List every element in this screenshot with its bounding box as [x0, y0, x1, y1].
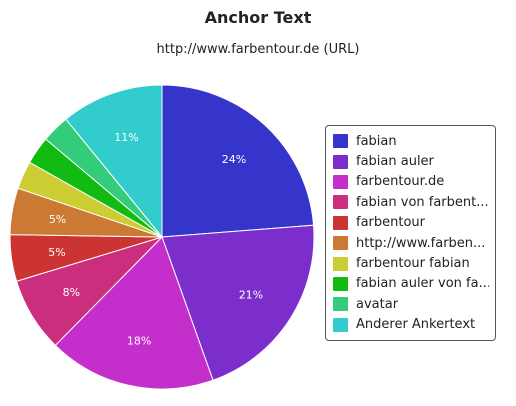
legend-item-9[interactable]: Anderer Ankertext	[333, 315, 489, 335]
slice-label-0: 24%	[222, 153, 246, 166]
legend-item-3[interactable]: fabian von farbent...	[333, 192, 489, 212]
legend-label: farbentour	[356, 215, 426, 231]
slice-label-2: 18%	[127, 334, 151, 347]
legend-label: Anderer Ankertext	[356, 317, 476, 333]
legend-item-6[interactable]: farbentour fabian	[333, 253, 489, 273]
legend-item-5[interactable]: http://www.farben...	[333, 233, 489, 253]
legend-swatch	[333, 195, 348, 210]
pie-slice-1[interactable]	[161, 224, 315, 381]
pie-slice-9[interactable]	[65, 84, 163, 239]
slice-label-1: 21%	[239, 289, 263, 302]
legend-item-8[interactable]: avatar	[333, 294, 489, 314]
legend-label: avatar	[356, 296, 399, 312]
pie-slice-0[interactable]	[161, 84, 315, 238]
slice-label-4: 5%	[48, 246, 65, 259]
legend-swatch	[333, 317, 348, 332]
slice-label-5: 5%	[49, 213, 66, 226]
legend-label: farbentour fabian	[356, 256, 470, 272]
legend-label: fabian	[356, 133, 397, 149]
legend-label: http://www.farben...	[356, 235, 486, 251]
slice-label-3: 8%	[63, 286, 80, 299]
chart-title: Anchor Text	[204, 8, 312, 27]
legend-label: farbentour.de	[356, 174, 445, 190]
legend-label: fabian von farbent...	[356, 194, 489, 210]
legend-item-2[interactable]: farbentour.de	[333, 172, 489, 192]
legend-item-7[interactable]: fabian auler von fa...	[333, 274, 489, 294]
legend-label: fabian auler von fa...	[356, 276, 489, 292]
chart-subtitle: http://www.farbentour.de (URL)	[156, 42, 360, 57]
legend-swatch	[333, 236, 348, 251]
legend: fabian fabian auler farbentour.de fabian vo…	[325, 125, 496, 341]
legend-swatch	[333, 256, 348, 271]
legend-swatch	[333, 297, 348, 312]
legend-swatch	[333, 174, 348, 189]
slice-label-9: 11%	[114, 131, 138, 144]
legend-item-4[interactable]: farbentour	[333, 213, 489, 233]
legend-swatch	[333, 154, 348, 169]
legend-swatch	[333, 134, 348, 149]
legend-item-0[interactable]: fabian	[333, 131, 489, 151]
pie-slice-2[interactable]	[54, 236, 214, 390]
legend-swatch	[333, 276, 348, 291]
legend-item-1[interactable]: fabian auler	[333, 151, 489, 171]
legend-swatch	[333, 215, 348, 230]
legend-label: fabian auler	[356, 154, 434, 170]
